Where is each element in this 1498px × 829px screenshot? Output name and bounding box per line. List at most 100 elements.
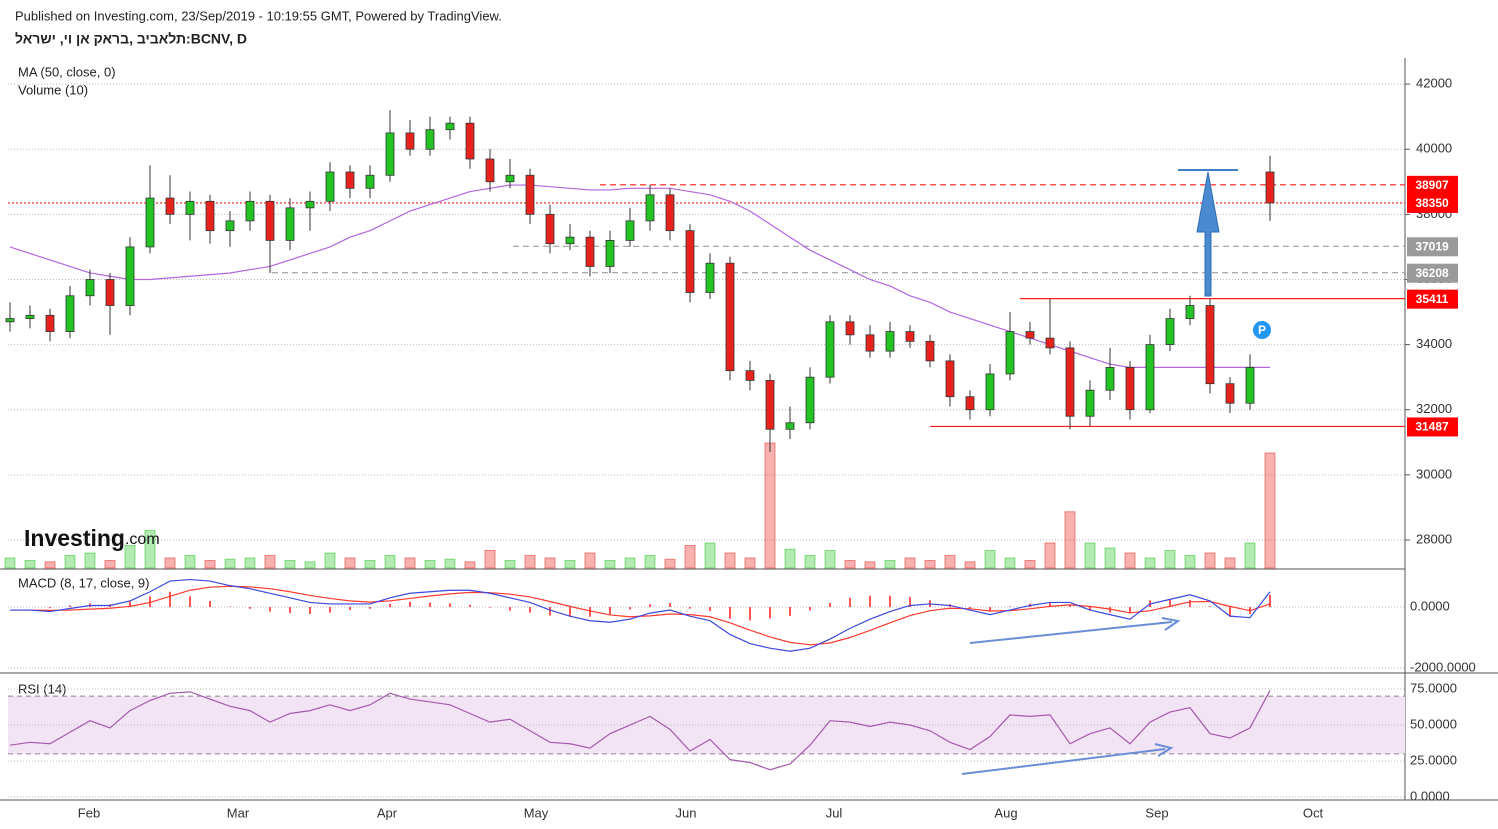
level-label-bg xyxy=(1407,237,1458,257)
volume-bar xyxy=(164,557,176,569)
candle-body xyxy=(585,236,595,267)
volume-bar xyxy=(824,550,836,569)
candle-body xyxy=(825,321,835,378)
rsi-label: RSI (14) xyxy=(18,681,66,696)
trend-arrow xyxy=(969,621,1173,644)
candle-body xyxy=(345,171,355,189)
candle-body xyxy=(645,194,655,222)
volume-bar xyxy=(844,560,856,569)
y-tick-label: 40000 xyxy=(1416,141,1452,156)
candle-body xyxy=(965,396,975,411)
marker-icon[interactable] xyxy=(1253,321,1271,339)
up-arrow xyxy=(1196,171,1220,297)
volume-bar xyxy=(744,557,756,569)
candle-body xyxy=(1005,331,1015,375)
volume-bar xyxy=(524,555,536,569)
volume-bar xyxy=(1044,542,1056,569)
volume-bar xyxy=(244,557,256,569)
x-tick-label: Mar xyxy=(227,805,250,820)
x-tick-label: Apr xyxy=(377,805,398,820)
logo-main: Investing xyxy=(24,525,125,551)
volume-bar xyxy=(1084,542,1096,569)
candle-body xyxy=(1065,347,1075,417)
y-tick-label: 75.0000 xyxy=(1410,680,1457,695)
x-tick-label: May xyxy=(524,805,549,820)
volume-bar xyxy=(704,542,716,569)
volume-bar xyxy=(1064,511,1076,569)
candle-body xyxy=(1105,367,1115,391)
volume-bar xyxy=(4,557,16,569)
volume-label: Volume (10) xyxy=(18,82,88,97)
candle-body xyxy=(545,213,555,245)
candle-body xyxy=(1165,318,1175,346)
volume-bar xyxy=(1184,555,1196,569)
volume-bar xyxy=(284,560,296,569)
candle-body xyxy=(565,236,575,245)
volume-bar xyxy=(864,561,876,569)
volume-bar xyxy=(584,552,596,569)
candle-body xyxy=(445,122,455,131)
volume-bar xyxy=(1144,557,1156,569)
candle-body xyxy=(1205,305,1215,385)
x-tick-label: Jul xyxy=(826,805,843,820)
volume-bar xyxy=(204,560,216,569)
candle-body xyxy=(1265,171,1275,204)
volume-bar xyxy=(884,560,896,569)
x-tick-label: Jun xyxy=(676,805,697,820)
level-label: 37019 xyxy=(1415,239,1449,253)
y-tick-label: 30000 xyxy=(1416,466,1452,481)
volume-bar xyxy=(604,560,616,569)
candle-body xyxy=(985,373,995,411)
candle-body xyxy=(885,331,895,352)
candle-body xyxy=(625,220,635,241)
candle-body xyxy=(45,314,55,332)
candle-body xyxy=(845,321,855,336)
candle-body xyxy=(65,295,75,332)
volume-bar xyxy=(84,552,96,569)
volume-bar xyxy=(904,557,916,569)
candle-body xyxy=(1125,367,1135,411)
volume-bar xyxy=(224,558,236,569)
y-tick-label: 25.0000 xyxy=(1410,753,1457,768)
candle-body xyxy=(1045,337,1055,349)
level-label-bg xyxy=(1407,289,1458,309)
marker-text[interactable]: P xyxy=(1258,323,1266,337)
candle-body xyxy=(1085,389,1095,417)
volume-bar xyxy=(1104,547,1116,569)
candle-body xyxy=(865,334,875,352)
volume-bar xyxy=(24,560,36,569)
arrow-head xyxy=(1161,617,1181,631)
y-tick-label: 42000 xyxy=(1416,76,1452,91)
candle-body xyxy=(225,220,235,232)
volume-bar xyxy=(984,550,996,569)
candle-body xyxy=(385,132,395,176)
candle-body xyxy=(705,262,715,293)
candle-body xyxy=(365,174,375,189)
volume-bar xyxy=(1264,452,1276,569)
volume-bar xyxy=(104,560,116,569)
x-tick-label: Feb xyxy=(78,805,100,820)
y-tick-label: 34000 xyxy=(1416,336,1452,351)
ma-label: MA (50, close, 0) xyxy=(18,64,116,79)
volume-bar xyxy=(344,557,356,569)
level-label: 31487 xyxy=(1415,420,1449,434)
volume-bar xyxy=(1024,560,1036,569)
y-tick-label: 50.0000 xyxy=(1410,716,1457,731)
candle-body xyxy=(765,380,775,430)
candle-body xyxy=(165,197,175,215)
volume-bar xyxy=(764,442,776,569)
volume-bar xyxy=(1124,552,1136,569)
candle-body xyxy=(1225,383,1235,404)
candle-body xyxy=(945,360,955,398)
candle-body xyxy=(1185,305,1195,319)
rsi-band xyxy=(8,696,1405,754)
volume-bar xyxy=(1204,552,1216,569)
candle-body xyxy=(1025,331,1035,339)
volume-bar xyxy=(784,548,796,569)
level-label: 36208 xyxy=(1415,266,1449,280)
candle-body xyxy=(105,279,115,306)
volume-bar xyxy=(1224,557,1236,569)
volume-bar xyxy=(924,560,936,569)
candle-body xyxy=(905,331,915,342)
